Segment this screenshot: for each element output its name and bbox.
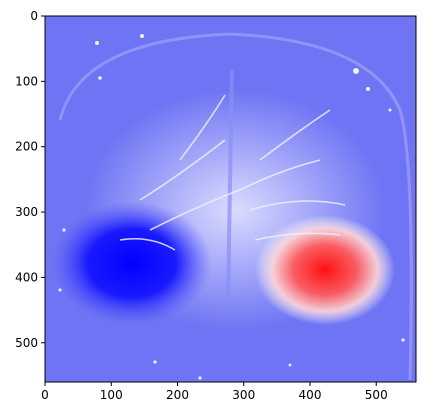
y-tick-label: 500 — [15, 336, 38, 350]
x-tick-label: 300 — [232, 388, 255, 402]
vessel-network — [119, 94, 346, 251]
y-tick-label: 400 — [15, 270, 38, 284]
specks — [58, 34, 405, 380]
axes-frame — [44, 15, 417, 383]
y-tick-label: 0 — [30, 9, 38, 23]
x-axis: 0 100 200 300 400 500 — [41, 382, 388, 402]
y-tick-label: 300 — [15, 205, 38, 219]
midline — [226, 69, 234, 301]
red-high-region — [255, 215, 395, 325]
y-tick-label: 200 — [15, 140, 38, 154]
x-tick-label: 100 — [100, 388, 123, 402]
y-axis: 0 100 200 300 400 500 — [15, 9, 45, 350]
blue-low-region — [52, 201, 212, 325]
x-tick-label: 500 — [365, 388, 388, 402]
y-tick-label: 100 — [15, 74, 38, 88]
x-tick-label: 200 — [166, 388, 189, 402]
image-area — [45, 16, 416, 382]
head-outline — [58, 32, 413, 381]
x-tick-label: 400 — [299, 388, 322, 402]
x-tick-label: 0 — [41, 388, 49, 402]
